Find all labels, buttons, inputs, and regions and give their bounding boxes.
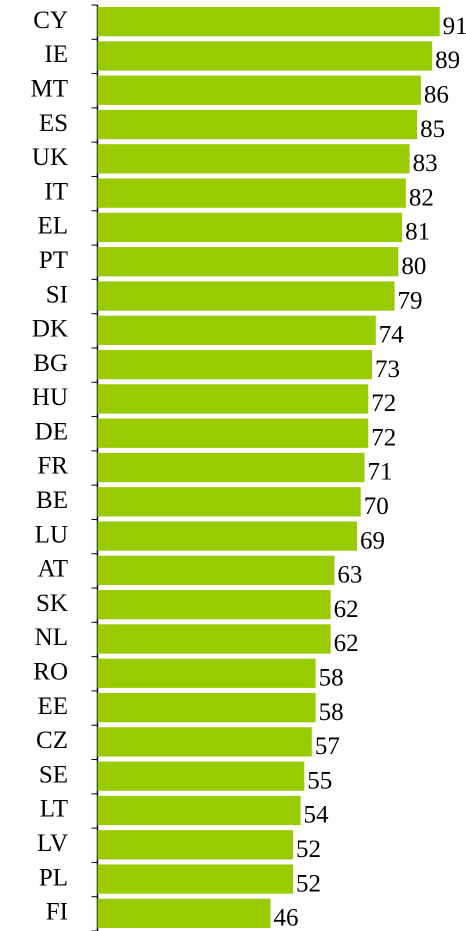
bar <box>97 658 316 688</box>
category-label: SI <box>46 281 68 308</box>
value-label: 52 <box>296 870 321 897</box>
bar <box>97 418 369 448</box>
category-label: LT <box>40 796 68 823</box>
category-label: PL <box>39 864 68 891</box>
bar <box>97 281 395 311</box>
category-label: CZ <box>36 727 68 754</box>
value-label: 89 <box>435 47 460 74</box>
bar <box>97 144 410 174</box>
bar <box>97 349 372 380</box>
value-label: 74 <box>379 322 405 349</box>
category-label: SK <box>36 590 68 617</box>
bar <box>97 384 369 414</box>
value-label: 63 <box>337 562 362 589</box>
value-label: 58 <box>319 665 344 692</box>
category-label: MT <box>31 75 69 102</box>
value-label: 71 <box>367 459 392 486</box>
value-label: 72 <box>371 390 396 417</box>
value-label: 86 <box>424 81 449 108</box>
bar <box>97 830 294 860</box>
value-label: 69 <box>360 527 385 554</box>
bar <box>97 487 361 517</box>
bar <box>97 761 305 791</box>
category-label: FI <box>46 899 68 926</box>
bar <box>97 452 365 483</box>
value-label: 82 <box>409 184 434 211</box>
category-label: LV <box>37 830 68 857</box>
bar <box>97 75 421 105</box>
value-label: 57 <box>315 733 340 760</box>
category-label: BG <box>33 350 68 377</box>
category-label: IT <box>44 178 68 205</box>
bar <box>97 692 316 723</box>
bar <box>97 727 312 757</box>
category-label: UK <box>32 144 68 171</box>
value-label: 83 <box>413 150 438 177</box>
category-label: ES <box>39 110 68 137</box>
category-label: NL <box>35 624 68 651</box>
value-label: 62 <box>334 596 359 623</box>
value-label: 91 <box>443 13 466 40</box>
category-label: BE <box>36 487 68 514</box>
value-label: 52 <box>296 836 321 863</box>
bar <box>97 41 433 71</box>
bar <box>97 109 418 140</box>
category-label: LU <box>35 521 68 548</box>
category-label: RO <box>33 659 68 686</box>
bar <box>97 521 357 551</box>
bar <box>97 212 403 243</box>
category-label: PT <box>39 247 68 274</box>
value-label: 73 <box>375 356 400 383</box>
bar <box>97 247 399 277</box>
value-label: 62 <box>334 630 359 657</box>
value-label: 85 <box>420 116 445 143</box>
bar <box>97 555 335 586</box>
bar <box>97 178 406 208</box>
bar <box>97 864 294 894</box>
category-label: AT <box>37 556 68 583</box>
value-label: 46 <box>273 905 298 931</box>
category-label: CY <box>33 7 68 34</box>
category-label: EE <box>37 693 68 720</box>
value-label: 54 <box>304 802 330 829</box>
value-label: 81 <box>405 219 430 246</box>
category-label: SE <box>39 761 68 788</box>
category-label: DE <box>35 418 68 445</box>
bar <box>97 590 331 620</box>
category-label: EL <box>37 213 68 240</box>
category-label: FR <box>37 453 68 480</box>
value-label: 58 <box>319 699 344 726</box>
bar <box>97 315 376 345</box>
value-label: 80 <box>401 253 426 280</box>
value-label: 70 <box>364 493 389 520</box>
bar <box>97 624 331 654</box>
value-label: 55 <box>307 767 332 794</box>
category-label: IE <box>44 41 68 68</box>
value-label: 72 <box>371 424 396 451</box>
bar <box>97 795 301 826</box>
value-label: 79 <box>398 287 423 314</box>
category-label: DK <box>32 316 68 343</box>
bar <box>97 7 440 37</box>
bar <box>97 898 271 928</box>
category-label: HU <box>32 384 68 411</box>
